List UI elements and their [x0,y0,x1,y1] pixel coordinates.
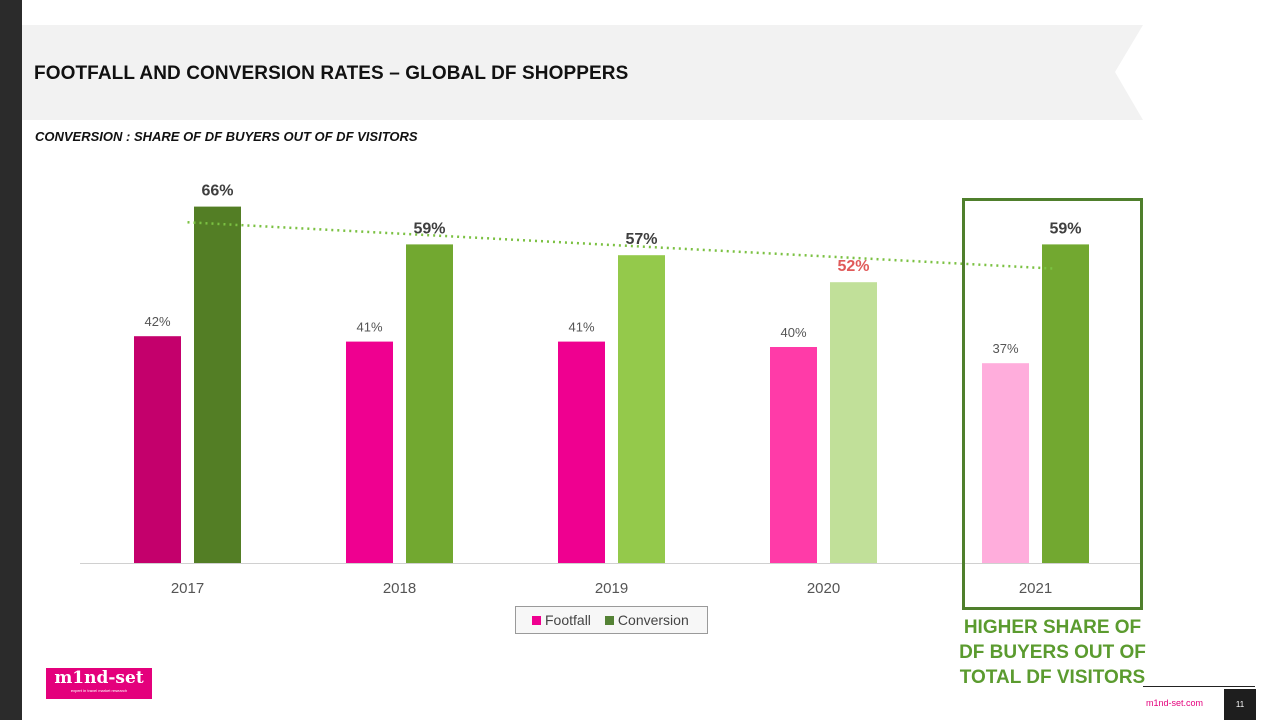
bar-conversion-2021 [1042,244,1089,563]
x-tick-label-2021: 2021 [1019,580,1052,597]
callout-line-2: DF BUYERS OUT OF [959,642,1146,663]
legend-item-conversion: Conversion [604,612,689,628]
bar-footfall-2021 [982,363,1029,563]
legend-label-conversion: Conversion [617,612,689,628]
data-label-conversion-2021: 59% [1049,220,1081,237]
title-banner: FOOTFALL AND CONVERSION RATES – GLOBAL D… [22,25,1143,120]
legend-swatch-footfall [532,615,541,625]
website-link[interactable]: m1nd-set.com [1146,698,1204,708]
highlight-box-2021 [962,198,1143,610]
x-tick-label-2020: 2020 [807,580,840,597]
mindset-logo: m1nd-set expert in travel market researc… [46,668,152,699]
bar-conversion-2017 [194,206,241,563]
data-label-conversion-2018: 59% [413,220,445,237]
trendline-conversion [187,221,1056,270]
bar-footfall-2019 [558,341,605,563]
page-title: FOOTFALL AND CONVERSION RATES – GLOBAL D… [34,63,629,84]
legend-swatch-conversion [604,615,614,625]
bar-footfall-2017 [134,336,181,563]
callout-line-3: TOTAL DF VISITORS [959,667,1146,688]
data-label-footfall-2017: 42% [144,314,170,329]
x-tick-label-2018: 2018 [383,580,416,597]
logo-wordmark: m1nd-set [54,668,144,688]
legend-label-footfall: Footfall [545,612,591,628]
callout-line-1: HIGHER SHARE OF [963,617,1142,638]
page-number: 11 [1224,689,1256,720]
callout-underline [1143,686,1255,687]
data-label-footfall-2021: 37% [992,341,1018,356]
chart-legend: Footfall Conversion [515,606,708,634]
data-label-footfall-2018: 41% [356,320,382,335]
bar-conversion-2019 [618,255,665,563]
bar-conversion-2018 [406,244,453,563]
data-label-footfall-2020: 40% [780,325,806,340]
bar-footfall-2018 [346,341,393,563]
data-label-footfall-2019: 41% [568,320,594,335]
left-dark-strip [0,0,22,720]
data-label-conversion-2020: 52% [837,258,869,275]
data-label-conversion-2019: 57% [625,231,657,248]
callout-text: HIGHER SHARE OF DF BUYERS OUT OF TOTAL D… [950,615,1155,690]
x-tick-label-2019: 2019 [595,580,628,597]
chart-subtitle: CONVERSION : SHARE OF DF BUYERS OUT OF D… [35,129,418,144]
title-banner-shape [22,25,1143,120]
bar-footfall-2020 [770,347,817,563]
bar-conversion-2020 [830,282,877,563]
data-label-conversion-2017: 66% [201,183,233,200]
logo-tagline: expert in travel market research [70,688,128,693]
x-tick-label-2017: 2017 [171,580,204,597]
legend-item-footfall: Footfall [532,612,591,628]
